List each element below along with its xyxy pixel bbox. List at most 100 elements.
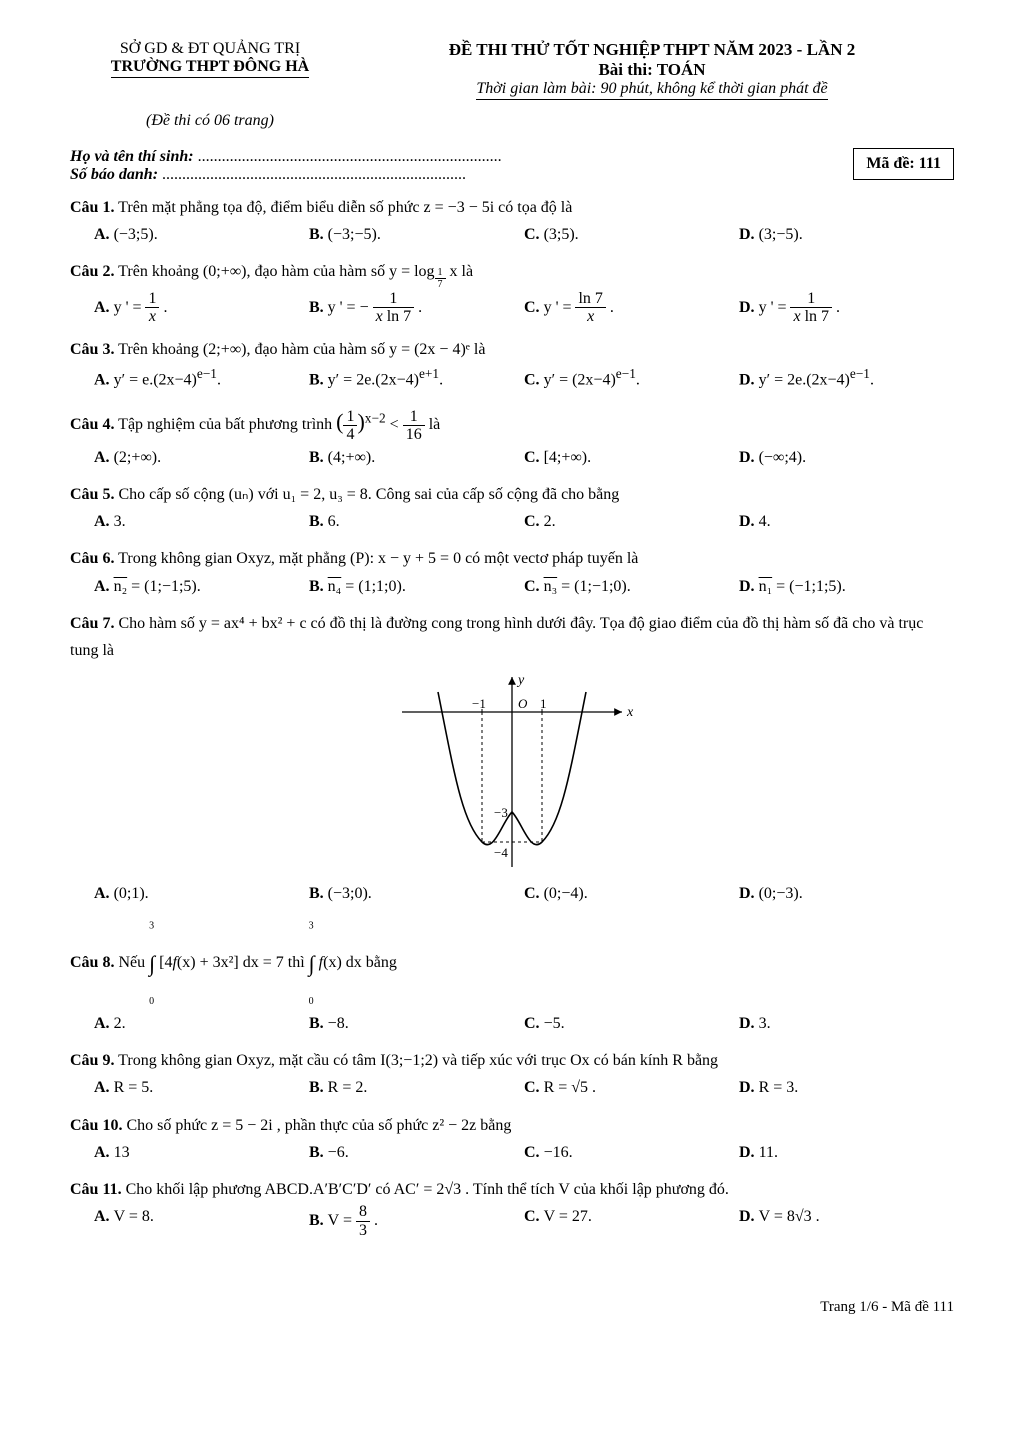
question-6: Câu 6. Trong không gian Oxyz, mặt phẳng … bbox=[70, 545, 954, 599]
q4-text: Tập nghiệm của bất phương trình bbox=[118, 416, 336, 433]
q10-opt-c: C. −16. bbox=[524, 1139, 739, 1166]
department-line: SỞ GD & ĐT QUẢNG TRỊ bbox=[70, 40, 350, 58]
q7-options: A. (0;1). B. (−3;0). C. (0;−4). D. (0;−3… bbox=[94, 880, 954, 907]
q7-opt-b: B. (−3;0). bbox=[309, 880, 524, 907]
name-dots: ........................................… bbox=[198, 148, 502, 165]
svg-text:−3: −3 bbox=[494, 805, 508, 820]
q2-text-pre: Trên khoảng (0;+∞), đạo hàm của hàm số y… bbox=[118, 263, 434, 280]
q11-opt-a: A. V = 8. bbox=[94, 1203, 309, 1239]
q7-opt-d: D. (0;−3). bbox=[739, 880, 954, 907]
q5-opt-c: C. 2. bbox=[524, 508, 739, 535]
q5-opt-d: D. 4. bbox=[739, 508, 954, 535]
q10-text: Cho số phức z = 5 − 2i , phần thực của s… bbox=[126, 1117, 511, 1134]
q10-options: A. 13 B. −6. C. −16. D. 11. bbox=[94, 1139, 954, 1166]
q9-opt-a: A. R = 5. bbox=[94, 1074, 309, 1101]
q3-text: Trên khoảng (2;+∞), đạo hàm của hàm số y… bbox=[118, 341, 485, 358]
q6-text: Trong không gian Oxyz, mặt phẳng (P): x … bbox=[118, 550, 638, 567]
id-label: Số báo danh: bbox=[70, 166, 162, 183]
q1-text: Trên mặt phẳng tọa độ, điểm biểu diễn số… bbox=[118, 199, 572, 216]
quartic-graph: x y O −1 1 −3 −4 bbox=[382, 672, 642, 872]
q9-opt-d: D. R = 3. bbox=[739, 1074, 954, 1101]
q6-opt-d: D. n₁ = (−1;1;5). bbox=[739, 573, 954, 600]
question-5: Câu 5. Cho cấp số cộng (uₙ) với u₁ = 2, … bbox=[70, 481, 954, 535]
question-8: Câu 8. Nếu 3∫0 [4f(x) + 3x²] dx = 7 thì … bbox=[70, 917, 954, 1037]
question-3: Câu 3. Trên khoảng (2;+∞), đạo hàm của h… bbox=[70, 336, 954, 394]
q9-opt-c: C. R = √5 . bbox=[524, 1074, 739, 1101]
q7-opt-c: C. (0;−4). bbox=[524, 880, 739, 907]
question-2: Câu 2. Trên khoảng (0;+∞), đạo hàm của h… bbox=[70, 258, 954, 325]
exam-title: ĐỀ THI THỬ TỐT NGHIỆP THPT NĂM 2023 - LẦ… bbox=[350, 40, 954, 60]
q2-opt-b: B. y ' = − 1x ln 7 . bbox=[309, 290, 524, 326]
q2-opt-c: C. y ' = ln 7x . bbox=[524, 290, 739, 326]
q2-text-post: x là bbox=[446, 263, 474, 280]
q11-text: Cho khối lập phương ABCD.A′B′C′D′ có AC′… bbox=[126, 1181, 729, 1198]
q11-opt-c: C. V = 27. bbox=[524, 1203, 739, 1239]
svg-text:x: x bbox=[626, 705, 634, 720]
q4-opt-b: B. (4;+∞). bbox=[309, 444, 524, 471]
q1-label: Câu 1. bbox=[70, 199, 114, 216]
q4-opt-d: D. (−∞;4). bbox=[739, 444, 954, 471]
q9-opt-b: B. R = 2. bbox=[309, 1074, 524, 1101]
svg-text:O: O bbox=[518, 696, 528, 711]
q1-options: A. (−3;5). B. (−3;−5). C. (3;5). D. (3;−… bbox=[94, 221, 954, 248]
header-left: SỞ GD & ĐT QUẢNG TRỊ TRƯỜNG THPT ĐÔNG HÀ… bbox=[70, 40, 350, 130]
time-note: Thời gian làm bài: 90 phút, không kể thờ… bbox=[476, 80, 827, 100]
question-10: Câu 10. Cho số phức z = 5 − 2i , phần th… bbox=[70, 1112, 954, 1166]
q4-label: Câu 4. bbox=[70, 416, 114, 433]
id-dots: ........................................… bbox=[162, 166, 466, 183]
q10-opt-d: D. 11. bbox=[739, 1139, 954, 1166]
q7-opt-a: A. (0;1). bbox=[94, 880, 309, 907]
q7-text: Cho hàm số y = ax⁴ + bx² + c có đồ thị l… bbox=[70, 615, 923, 659]
page-count-note: (Đề thi có 06 trang) bbox=[70, 112, 350, 130]
q6-opt-b: B. n₄ = (1;1;0). bbox=[309, 573, 524, 600]
header: SỞ GD & ĐT QUẢNG TRỊ TRƯỜNG THPT ĐÔNG HÀ… bbox=[70, 40, 954, 130]
exam-subject: Bài thi: TOÁN bbox=[350, 60, 954, 80]
question-1: Câu 1. Trên mặt phẳng tọa độ, điểm biểu … bbox=[70, 194, 954, 248]
q1-opt-c: C. (3;5). bbox=[524, 221, 739, 248]
q1-opt-b: B. (−3;−5). bbox=[309, 221, 524, 248]
q3-opt-c: C. y′ = (2x−4)e−1. bbox=[524, 363, 739, 394]
q5-label: Câu 5. bbox=[70, 486, 114, 503]
q11-opt-d: D. V = 8√3 . bbox=[739, 1203, 954, 1239]
q5-opt-a: A. 3. bbox=[94, 508, 309, 535]
svg-text:y: y bbox=[516, 673, 525, 688]
info-row: Họ và tên thí sinh: ....................… bbox=[70, 148, 954, 184]
q11-options: A. V = 8. B. V = 83 . C. V = 27. D. V = … bbox=[94, 1203, 954, 1239]
q9-label: Câu 9. bbox=[70, 1052, 114, 1069]
q6-opt-a: A. n₂ = (1;−1;5). bbox=[94, 573, 309, 600]
q2-opt-a: A. y ' = 1x . bbox=[94, 290, 309, 326]
q10-opt-b: B. −6. bbox=[309, 1139, 524, 1166]
q8-opt-d: D. 3. bbox=[739, 1010, 954, 1037]
q8-opt-b: B. −8. bbox=[309, 1010, 524, 1037]
svg-text:−4: −4 bbox=[494, 845, 508, 860]
q9-text: Trong không gian Oxyz, mặt cầu có tâm I(… bbox=[118, 1052, 718, 1069]
q1-opt-a: A. (−3;5). bbox=[94, 221, 309, 248]
question-9: Câu 9. Trong không gian Oxyz, mặt cầu có… bbox=[70, 1047, 954, 1101]
q3-opt-a: A. y′ = e.(2x−4)e−1. bbox=[94, 363, 309, 394]
svg-text:−1: −1 bbox=[472, 696, 486, 711]
q10-opt-a: A. 13 bbox=[94, 1139, 309, 1166]
header-right: ĐỀ THI THỬ TỐT NGHIỆP THPT NĂM 2023 - LẦ… bbox=[350, 40, 954, 100]
q11-opt-b: B. V = 83 . bbox=[309, 1203, 524, 1239]
q6-options: A. n₂ = (1;−1;5). B. n₄ = (1;1;0). C. n₃… bbox=[94, 573, 954, 600]
q1-opt-d: D. (3;−5). bbox=[739, 221, 954, 248]
q4-opt-c: C. [4;+∞). bbox=[524, 444, 739, 471]
q2-label: Câu 2. bbox=[70, 263, 114, 280]
name-label: Họ và tên thí sinh: bbox=[70, 148, 198, 165]
q5-text: Cho cấp số cộng (uₙ) với u₁ = 2, u₃ = 8.… bbox=[118, 486, 619, 503]
q3-opt-d: D. y′ = 2e.(2x−4)e−1. bbox=[739, 363, 954, 394]
page-footer: Trang 1/6 - Mã đề 111 bbox=[70, 1299, 954, 1316]
q7-label: Câu 7. bbox=[70, 615, 114, 632]
q8-opt-a: A. 2. bbox=[94, 1010, 309, 1037]
candidate-info: Họ và tên thí sinh: ....................… bbox=[70, 148, 502, 184]
q8-label: Câu 8. bbox=[70, 954, 114, 971]
q3-options: A. y′ = e.(2x−4)e−1. B. y′ = 2e.(2x−4)e+… bbox=[94, 363, 954, 394]
q3-opt-b: B. y′ = 2e.(2x−4)e+1. bbox=[309, 363, 524, 394]
q8-opt-c: C. −5. bbox=[524, 1010, 739, 1037]
exam-code-box: Mã đề: 111 bbox=[853, 148, 954, 180]
q6-opt-c: C. n₃ = (1;−1;0). bbox=[524, 573, 739, 600]
q4-options: A. (2;+∞). B. (4;+∞). C. [4;+∞). D. (−∞;… bbox=[94, 444, 954, 471]
question-4: Câu 4. Tập nghiệm của bất phương trình (… bbox=[70, 403, 954, 471]
q6-label: Câu 6. bbox=[70, 550, 114, 567]
school-line: TRƯỜNG THPT ĐÔNG HÀ bbox=[111, 58, 309, 78]
